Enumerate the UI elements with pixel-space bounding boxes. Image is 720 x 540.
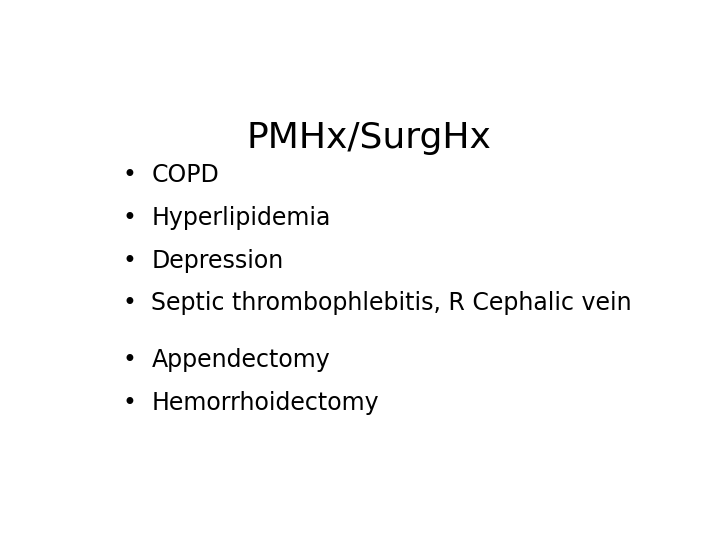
Text: •: • bbox=[122, 348, 136, 372]
Text: Appendectomy: Appendectomy bbox=[151, 348, 330, 372]
Text: •: • bbox=[122, 292, 136, 315]
Text: •: • bbox=[122, 163, 136, 187]
Text: •: • bbox=[122, 206, 136, 230]
Text: PMHx/SurgHx: PMHx/SurgHx bbox=[246, 121, 492, 155]
Text: •: • bbox=[122, 391, 136, 415]
Text: Hemorrhoidectomy: Hemorrhoidectomy bbox=[151, 391, 379, 415]
Text: Depression: Depression bbox=[151, 248, 284, 273]
Text: Hyperlipidemia: Hyperlipidemia bbox=[151, 206, 330, 230]
Text: Septic thrombophlebitis, R Cephalic vein: Septic thrombophlebitis, R Cephalic vein bbox=[151, 292, 632, 315]
Text: •: • bbox=[122, 248, 136, 273]
Text: COPD: COPD bbox=[151, 163, 219, 187]
